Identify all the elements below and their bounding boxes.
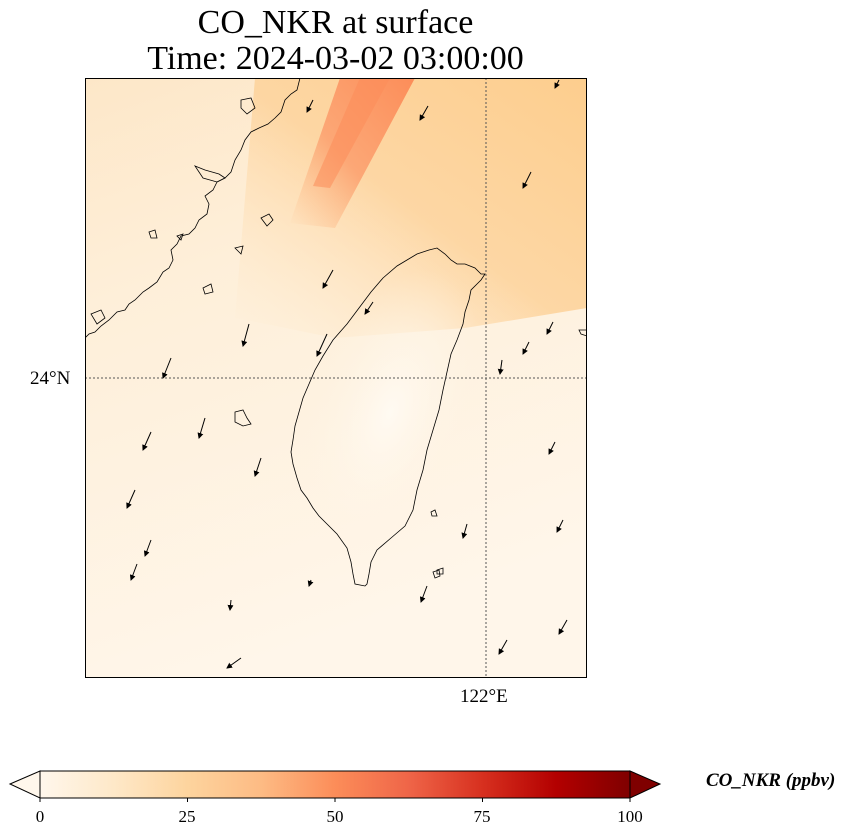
co-plume: [290, 78, 415, 228]
wind-arrow: [498, 639, 508, 655]
wind-arrow: [307, 579, 314, 587]
colorbar-extend-low: [8, 770, 41, 799]
colorbar-tick-label: 75: [473, 807, 491, 826]
colorbar-tick-label: 50: [326, 807, 344, 826]
taiwan-coastline: [290, 247, 486, 587]
mainland-coastline: [85, 78, 301, 339]
wind-arrow: [197, 417, 206, 439]
island-low-zone: [298, 269, 482, 557]
coastal-inlet-1: [193, 165, 226, 183]
coastal-inlet-2: [240, 97, 256, 115]
wind-arrow: [142, 431, 152, 451]
wind-arrow: [556, 519, 564, 533]
wind-arrow: [316, 333, 328, 357]
figure-title: CO_NKR at surface: [197, 4, 474, 41]
green-island: [432, 569, 441, 579]
map-frame: [85, 78, 587, 678]
wind-arrow: [419, 105, 429, 121]
wind-arrow: [322, 269, 334, 289]
lon-tick-label: 122°E: [460, 686, 508, 707]
wind-arrow: [162, 357, 172, 379]
wind-arrow: [253, 457, 262, 477]
wind-arrow: [554, 79, 560, 89]
co-plume-core: [313, 78, 390, 188]
small-islet: [578, 329, 587, 337]
wind-vectors: [126, 79, 568, 669]
islet-east-1: [430, 509, 438, 517]
colorbar-gradient: [39, 770, 631, 799]
lat-tick-label: 24°N: [30, 368, 71, 389]
wind-arrow: [126, 489, 136, 509]
wind-arrow: [227, 599, 234, 611]
wind-arrow: [497, 359, 504, 375]
coastal-islands: [90, 213, 274, 325]
map-panel: [85, 78, 587, 678]
wind-arrow: [546, 321, 554, 335]
colorbar-label: CO_NKR (ppbv): [706, 770, 836, 791]
wind-arrow: [364, 301, 374, 315]
colorbar-tick-label: 100: [617, 807, 643, 826]
colorbar: [8, 770, 662, 802]
wind-arrow: [143, 539, 152, 557]
wind-arrow: [461, 523, 468, 539]
wind-arrow: [241, 323, 250, 347]
wind-arrow: [558, 619, 568, 635]
colorbar-extend-high: [629, 770, 662, 799]
wind-arrow: [419, 585, 428, 603]
figure-subtitle-time: Time: 2024-03-02 03:00:00: [147, 40, 524, 77]
colorbar-tick-label: 25: [178, 807, 196, 826]
colorbar-tick-label: 0: [35, 807, 45, 826]
wind-arrow: [548, 441, 556, 455]
wind-arrow: [306, 99, 314, 113]
islet-east-2: [436, 567, 444, 575]
penghu-islands: [234, 409, 252, 427]
wind-arrow: [129, 563, 138, 581]
wind-arrow: [226, 657, 242, 669]
wind-arrow: [522, 171, 532, 189]
wind-arrow: [522, 341, 530, 355]
